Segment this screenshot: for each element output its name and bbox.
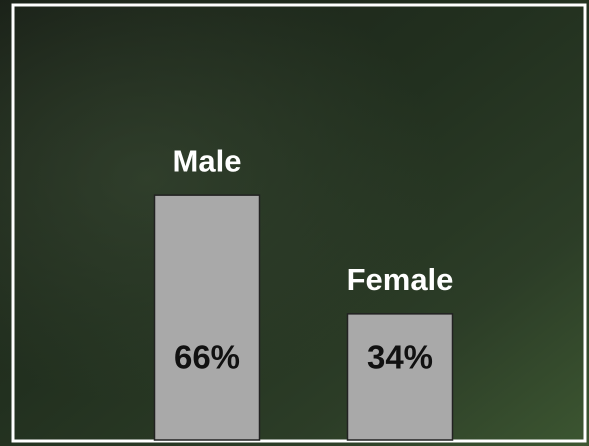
- frame: [11, 3, 587, 443]
- value-label: 34%: [367, 339, 433, 376]
- bar: [153, 194, 261, 441]
- bar: [346, 313, 454, 441]
- bars: Male 66% Female 34%: [153, 143, 454, 441]
- category-label: Male: [173, 143, 242, 178]
- value-label: 66%: [174, 339, 240, 376]
- category-label: Female: [347, 262, 454, 297]
